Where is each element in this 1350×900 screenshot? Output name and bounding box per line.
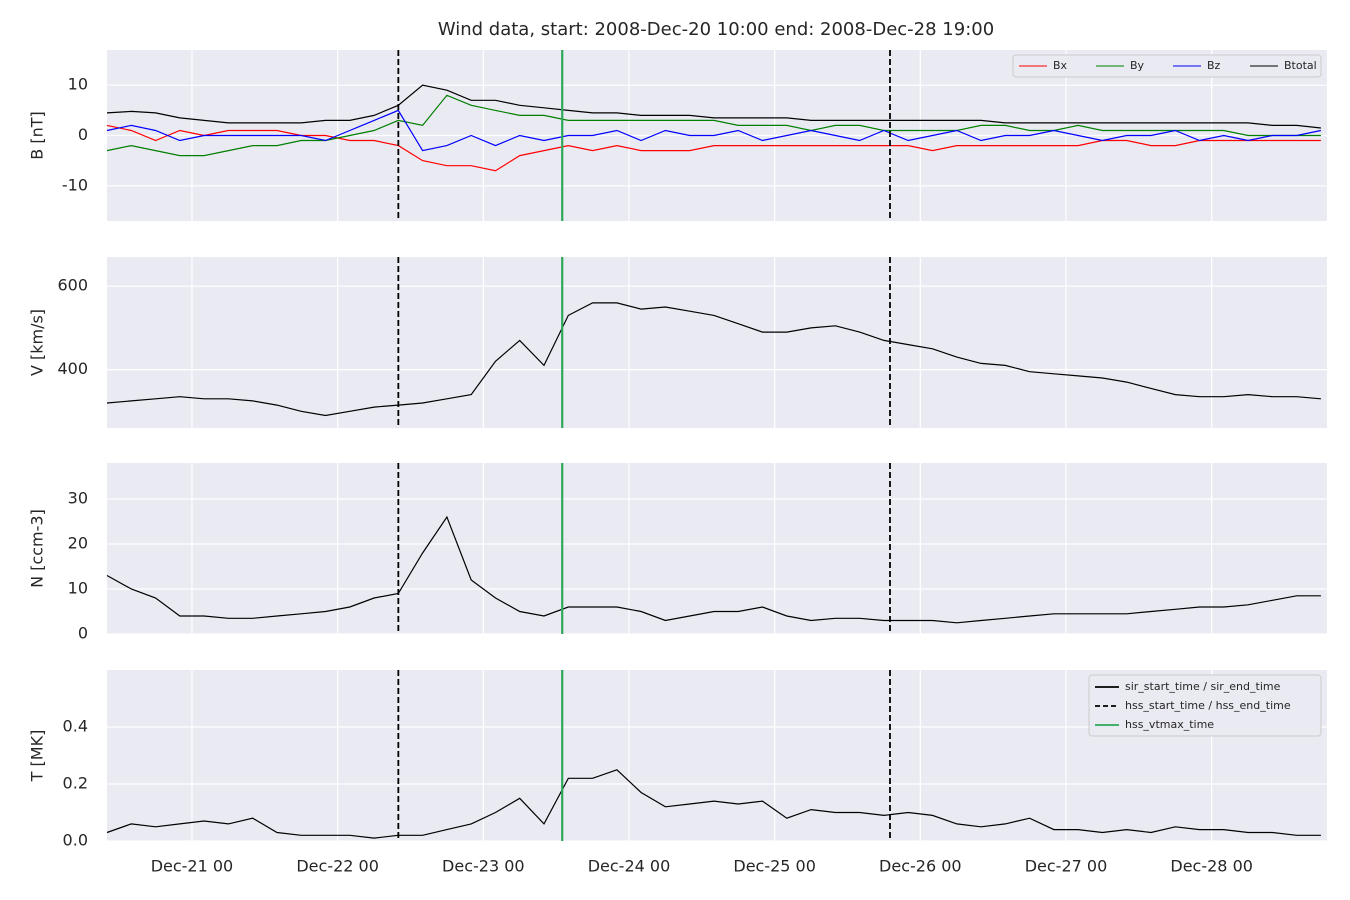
y-axis-label: B [nT] xyxy=(28,111,47,159)
plot-area xyxy=(107,257,1327,428)
y-tick-label: 10 xyxy=(68,75,88,94)
x-tick-label: Dec-23 00 xyxy=(442,857,525,876)
y-axis-label: N [ccm-3] xyxy=(28,509,47,588)
legend-label: sir_start_time / sir_end_time xyxy=(1125,680,1281,693)
legend-box xyxy=(1088,674,1322,737)
legend-box xyxy=(1012,54,1322,78)
y-tick-label: 400 xyxy=(57,359,88,378)
y-tick-label: 0.0 xyxy=(63,831,88,850)
data-line xyxy=(106,84,1321,129)
y-tick-label: 600 xyxy=(57,276,88,295)
x-tick-label: Dec-25 00 xyxy=(733,857,816,876)
plot-area xyxy=(107,463,1327,634)
y-tick-label: 10 xyxy=(68,579,88,598)
legend-label: Btotal xyxy=(1284,59,1317,72)
y-tick-label: -10 xyxy=(62,175,88,194)
legend-label: hss_start_time / hss_end_time xyxy=(1125,699,1291,712)
x-tick-label: Dec-27 00 xyxy=(1025,857,1108,876)
y-tick-label: 20 xyxy=(68,534,88,553)
y-tick-label: 0.4 xyxy=(63,717,88,736)
data-line xyxy=(106,302,1321,417)
x-tick-label: Dec-24 00 xyxy=(588,857,671,876)
legend-label: hss_vtmax_time xyxy=(1125,718,1214,731)
x-tick-label: Dec-26 00 xyxy=(879,857,962,876)
data-line xyxy=(106,109,1322,152)
y-tick-label: 0.2 xyxy=(63,774,88,793)
data-line xyxy=(106,124,1321,172)
x-tick-label: Dec-21 00 xyxy=(151,857,234,876)
y-axis-label: T [MK] xyxy=(28,730,47,783)
data-line xyxy=(106,94,1321,157)
y-axis-label: V [km/s] xyxy=(28,309,47,376)
x-tick-label: Dec-28 00 xyxy=(1170,857,1253,876)
data-line xyxy=(106,769,1321,839)
chart-title: Wind data, start: 2008-Dec-20 10:00 end:… xyxy=(438,19,994,40)
y-tick-label: 30 xyxy=(68,489,88,508)
legend-label: By xyxy=(1130,59,1145,72)
x-tick-label: Dec-22 00 xyxy=(296,857,379,876)
legend-label: Bx xyxy=(1053,59,1068,72)
y-tick-label: 0 xyxy=(78,624,88,643)
data-line xyxy=(106,515,1321,624)
y-tick-label: 0 xyxy=(78,125,88,144)
legend-label: Bz xyxy=(1207,59,1221,72)
